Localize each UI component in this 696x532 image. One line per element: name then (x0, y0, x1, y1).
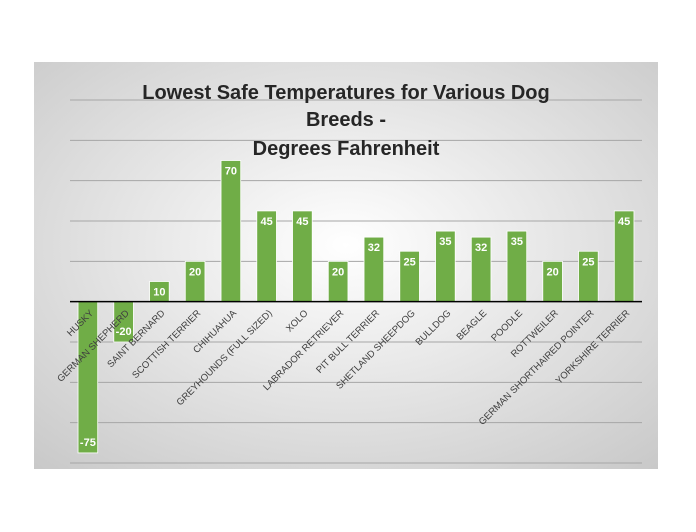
data-label: 70 (225, 166, 237, 178)
data-label: 20 (547, 266, 559, 278)
data-label: -20 (116, 326, 132, 338)
data-label: 35 (511, 236, 523, 248)
chart-title-line-2: Breeds - (306, 109, 386, 131)
data-label: 45 (261, 216, 273, 228)
data-label: -75 (80, 437, 96, 449)
data-label: 35 (439, 236, 451, 248)
gridlines (70, 99, 642, 464)
bars (77, 160, 635, 454)
data-label: 25 (582, 256, 594, 268)
data-label: 45 (618, 216, 630, 228)
data-label: 45 (296, 216, 308, 228)
bar (220, 160, 242, 303)
data-label: 25 (404, 256, 416, 268)
data-label: 20 (332, 266, 344, 278)
data-label: 32 (475, 242, 487, 254)
data-labels: -75 -20 10 20 70 45 45 20 32 25 35 32 35 20 25 45 (80, 166, 630, 449)
data-label: 20 (189, 266, 201, 278)
data-label: 10 (153, 287, 165, 299)
chart-title-line-1: Lowest Safe Temperatures for Various Dog (142, 82, 550, 104)
chart-title-line-3: Degrees Fahrenheit (253, 138, 440, 160)
data-label: 32 (368, 242, 380, 254)
